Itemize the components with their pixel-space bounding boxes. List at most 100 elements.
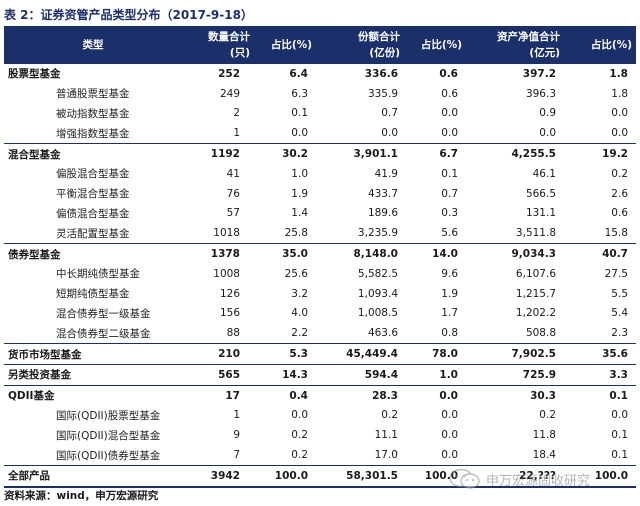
cell-count-pct: 1.0 [291, 167, 308, 180]
cell-share: 336.6 [364, 67, 398, 80]
cell-name: 偏债混合型基金 [56, 207, 130, 220]
cell-nav: 1,215.7 [515, 287, 556, 300]
table-subrow: 增强指数型基金 1 0.0 0.0 0.0 0.0 0.0 [4, 123, 636, 143]
cell-share-pct: 0.0 [404, 384, 466, 406]
cell-share: 189.6 [367, 207, 398, 220]
header-count-pct: 占比(%) [254, 26, 316, 64]
cell-count: 41 [226, 167, 240, 180]
cell-share-pct: 0.6 [441, 87, 458, 100]
cell-count: 249 [219, 87, 240, 100]
cell-nav: 3,511.8 [515, 227, 556, 240]
cell-name: 短期纯债型基金 [56, 288, 130, 301]
cell-count-pct: 25.8 [284, 227, 308, 240]
cell-share: 8,148.0 [316, 243, 404, 264]
cell-share-pct: 14.0 [404, 243, 466, 264]
cell-nav: 22,??? [466, 464, 564, 488]
cell-share: 0.7 [381, 107, 398, 120]
header-nav-line1: 资产净值合计 [497, 31, 560, 43]
cell-share-pct: 0.7 [441, 187, 458, 200]
cell-share: 1,008.5 [357, 307, 398, 320]
cell-count-pct: 100.0 [254, 464, 316, 488]
cell-count: 252 [218, 67, 240, 80]
cell-nav-pct: 0.0 [611, 127, 628, 140]
cell-count: 76 [226, 187, 240, 200]
cell-count: 1 [233, 409, 240, 422]
cell-count: 1008 [213, 267, 240, 280]
cell-nav-pct: 0.1 [564, 384, 636, 406]
fund-type-table: 类型 数量合计 (只) 占比(%) 份额合计 (亿份) 占比(%) 资产净值合计… [4, 26, 636, 488]
header-count-line1: 数量合计 [208, 31, 250, 43]
cell-name: 股票型基金 [8, 68, 61, 81]
cell-count-pct: 5.3 [254, 343, 316, 365]
cell-share: 45,449.4 [316, 343, 404, 365]
table-body: 股票型基金 252 6.4 336.6 0.6 397.2 1.8 普通股票型基金 249 6.3… [4, 64, 636, 488]
cell-share-pct: 1.7 [441, 307, 458, 320]
cell-nav: 0.0 [539, 127, 556, 140]
table-category-row: 混合型基金 1192 30.2 3,901.1 6.7 4,255.5 19.2 [4, 143, 636, 164]
cell-nav: 0.9 [539, 107, 556, 120]
cell-count-pct: 0.2 [291, 449, 308, 462]
cell-count: 126 [219, 287, 240, 300]
cell-count-pct: 14.3 [254, 363, 316, 386]
cell-share: 0.2 [381, 409, 398, 422]
table-subrow: 中长期纯债型基金 1008 25.6 5,582.5 9.6 6,107.6 27.5 [4, 264, 636, 284]
table-subrow: 短期纯债型基金 126 3.2 1,093.4 1.9 1,215.7 5.5 [4, 284, 636, 304]
cell-count-pct: 6.4 [289, 67, 308, 80]
cell-count-pct: 0.0 [291, 127, 308, 140]
cell-share-pct: 0.0 [441, 107, 458, 120]
cell-share: 3,901.1 [316, 143, 404, 164]
cell-count: 57 [226, 207, 240, 220]
cell-nav-pct: 0.0 [611, 409, 628, 422]
table-subrow: 灵活配置型基金 1018 25.8 3,235.9 5.6 3,511.8 15.8 [4, 223, 636, 243]
cell-share: 17.0 [374, 449, 398, 462]
cell-name: 债券型基金 [4, 243, 182, 264]
header-nav-pct: 占比(%) [564, 26, 636, 64]
cell-count: 3942 [182, 464, 254, 488]
header-share: 份额合计 (亿份) [316, 26, 404, 64]
cell-count: 7 [233, 449, 240, 462]
cell-nav: 131.1 [525, 207, 556, 220]
cell-nav: 6,107.6 [515, 267, 556, 280]
cell-count: 9 [233, 429, 240, 442]
cell-nav-pct: 2.6 [611, 187, 628, 200]
table-subrow: 普通股票型基金 249 6.3 335.9 0.6 396.3 1.8 [4, 84, 636, 104]
cell-count-pct: 0.1 [291, 107, 308, 120]
cell-share-pct: 1.9 [441, 287, 458, 300]
cell-nav: 18.4 [532, 449, 556, 462]
table-subrow: 偏债混合型基金 57 1.4 189.6 0.3 131.1 0.6 [4, 204, 636, 224]
header-row: 类型 数量合计 (只) 占比(%) 份额合计 (亿份) 占比(%) 资产净值合计… [4, 26, 636, 64]
cell-nav-pct: 27.5 [604, 267, 628, 280]
cell-count: 156 [219, 307, 240, 320]
cell-name: 国际(QDII)股票型基金 [56, 409, 161, 422]
cell-count-pct: 0.4 [254, 384, 316, 406]
table-total-row: 全部产品 3942 100.0 58,301.5 100.0 22,??? 100.0 [4, 464, 636, 488]
cell-count-pct: 0.0 [291, 409, 308, 422]
cell-share-pct: 1.0 [404, 363, 466, 386]
cell-nav: 9,034.3 [466, 243, 564, 264]
header-count-line2: (只) [229, 47, 250, 59]
table-subrow: 混合债券型一级基金 156 4.0 1,008.5 1.7 1,202.2 5.4 [4, 304, 636, 324]
cell-name: 混合债券型二级基金 [56, 327, 151, 340]
wechat-icon [449, 468, 480, 489]
cell-share-pct: 0.1 [441, 167, 458, 180]
cell-share-pct: 0.0 [441, 429, 458, 442]
cell-nav: 1,202.2 [515, 307, 556, 320]
table-category-row: QDII基金 17 0.4 28.3 0.0 30.3 0.1 [4, 384, 636, 406]
cell-nav-pct: 0.1 [611, 429, 628, 442]
header-count: 数量合计 (只) [182, 26, 254, 64]
cell-nav: 0.2 [539, 409, 556, 422]
cell-share: 11.1 [374, 429, 398, 442]
cell-nav-pct: 19.2 [564, 143, 636, 164]
cell-count-pct: 1.4 [291, 207, 308, 220]
header-share-pct: 占比(%) [404, 26, 466, 64]
cell-share-pct: 0.6 [439, 67, 458, 80]
header-type: 类型 [4, 26, 182, 64]
cell-nav: 566.5 [525, 187, 556, 200]
cell-name: 国际(QDII)混合型基金 [56, 429, 161, 442]
header-nav-line2: (亿元) [529, 47, 560, 59]
table-category-row: 债券型基金 1378 35.0 8,148.0 14.0 9,034.3 40.7 [4, 243, 636, 264]
cell-nav-pct: 40.7 [564, 243, 636, 264]
table-subrow: 偏股混合型基金 41 1.0 41.9 0.1 46.1 0.2 [4, 164, 636, 184]
cell-nav: 7,902.5 [466, 343, 564, 365]
cell-name: QDII基金 [4, 384, 182, 406]
